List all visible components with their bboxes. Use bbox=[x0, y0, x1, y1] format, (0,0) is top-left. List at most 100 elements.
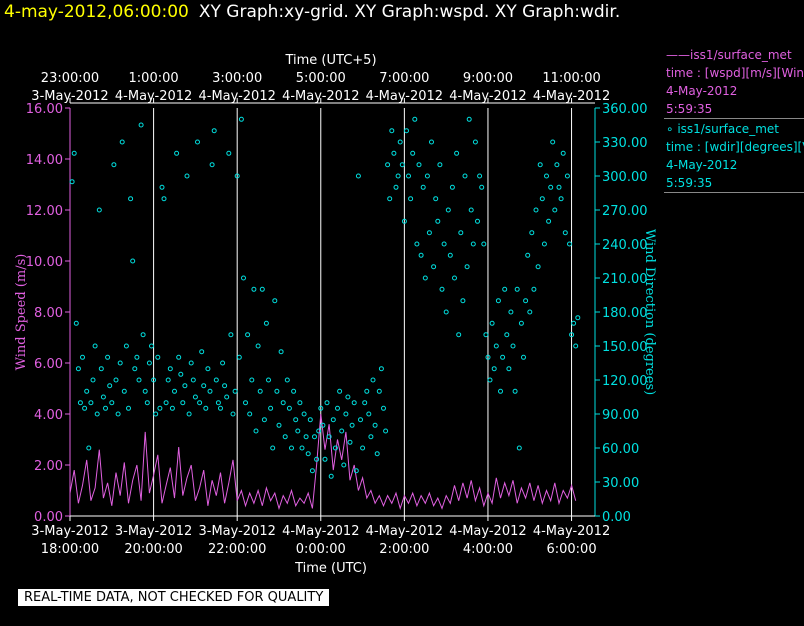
wind-direction-point bbox=[199, 349, 205, 355]
wind-direction-point bbox=[207, 388, 213, 394]
wind-direction-point bbox=[422, 275, 428, 281]
x-tick-date-top: 4-May-2012 bbox=[366, 89, 443, 104]
wind-direction-point bbox=[90, 377, 96, 383]
wind-direction-point bbox=[161, 196, 167, 202]
x-tick-time-top: 5:00:00 bbox=[296, 71, 346, 86]
quality-warning-banner: REAL-TIME DATA, NOT CHECKED FOR QUALITY bbox=[18, 589, 330, 606]
wind-direction-point bbox=[314, 456, 320, 462]
wind-direction-point bbox=[449, 184, 455, 190]
wind-direction-point bbox=[353, 468, 359, 474]
wind-direction-point bbox=[84, 388, 90, 394]
wind-direction-point bbox=[98, 366, 104, 372]
wind-direction-point bbox=[105, 354, 111, 360]
wind-direction-point bbox=[249, 377, 255, 383]
wind-direction-point bbox=[71, 150, 77, 156]
wind-direction-point bbox=[197, 400, 203, 406]
wind-direction-point bbox=[86, 445, 92, 451]
wind-direction-point bbox=[213, 377, 219, 383]
wind-direction-point bbox=[445, 207, 451, 213]
wind-direction-point bbox=[146, 360, 152, 366]
wind-direction-point bbox=[531, 286, 537, 292]
wind-direction-point bbox=[182, 383, 188, 389]
wind-direction-point bbox=[506, 366, 512, 372]
wind-direction-point bbox=[232, 388, 238, 394]
wind-direction-point bbox=[132, 366, 138, 372]
x-tick-date-bottom: 4-May-2012 bbox=[533, 524, 610, 539]
wind-direction-point bbox=[201, 383, 207, 389]
wind-direction-point bbox=[184, 173, 190, 179]
wind-direction-point bbox=[188, 360, 194, 366]
x-tick-time-bottom: 2:00:00 bbox=[379, 542, 429, 557]
wind-direction-point bbox=[535, 264, 541, 270]
wind-direction-point bbox=[234, 173, 240, 179]
wind-direction-point bbox=[276, 422, 282, 428]
wind-direction-point bbox=[247, 411, 253, 417]
wind-direction-point bbox=[320, 422, 326, 428]
x-tick-time-bottom: 4:00:00 bbox=[463, 542, 513, 557]
wind-direction-point bbox=[529, 230, 535, 236]
wind-direction-point bbox=[128, 196, 134, 202]
wind-direction-point bbox=[347, 439, 353, 445]
wind-direction-point bbox=[316, 428, 322, 434]
x-tick-date-top: 4-May-2012 bbox=[198, 89, 275, 104]
wind-direction-point bbox=[562, 230, 568, 236]
wind-direction-point bbox=[368, 434, 374, 440]
legend-wind-speed: ——iss1/surface_met time : [wspd][m/s][Wi… bbox=[666, 46, 804, 118]
legend-wspd-time: 5:59:35 bbox=[666, 102, 713, 116]
wind-direction-point bbox=[339, 428, 345, 434]
wind-direction-point bbox=[569, 332, 575, 338]
wind-direction-point bbox=[253, 428, 259, 434]
wind-direction-point bbox=[558, 196, 564, 202]
wind-direction-point bbox=[462, 173, 468, 179]
wind-direction-point bbox=[77, 400, 83, 406]
wind-direction-point bbox=[82, 405, 88, 411]
wind-direction-point bbox=[123, 343, 129, 349]
wind-direction-point bbox=[349, 422, 355, 428]
wind-direction-point bbox=[167, 366, 173, 372]
wind-direction-point bbox=[395, 173, 401, 179]
wind-direction-point bbox=[73, 320, 79, 326]
wind-direction-point bbox=[560, 150, 566, 156]
y-tick-label-right: 300.00 bbox=[602, 170, 648, 185]
wind-direction-point bbox=[280, 400, 286, 406]
wind-direction-point bbox=[481, 241, 487, 247]
y-tick-label-left: 0.00 bbox=[34, 510, 63, 525]
x-tick-time-bottom: 0:00:00 bbox=[296, 542, 346, 557]
wind-direction-point bbox=[502, 286, 508, 292]
wind-direction-point bbox=[259, 286, 265, 292]
wind-direction-point bbox=[516, 445, 522, 451]
wind-direction-point bbox=[351, 400, 357, 406]
legend-wdir-variable: time : [wdir][degrees][V bbox=[666, 140, 804, 154]
y-tick-label-right: 90.00 bbox=[602, 408, 639, 423]
wind-direction-point bbox=[470, 241, 476, 247]
wind-direction-point bbox=[537, 162, 543, 168]
x-tick-date-bottom: 4-May-2012 bbox=[282, 524, 359, 539]
wind-direction-point bbox=[358, 417, 363, 423]
wind-direction-point bbox=[401, 218, 407, 224]
wind-direction-point bbox=[295, 428, 301, 434]
wind-direction-point bbox=[504, 332, 510, 338]
wind-direction-point bbox=[107, 383, 113, 389]
wind-direction-point bbox=[521, 354, 526, 360]
wind-direction-point bbox=[341, 462, 347, 468]
wind-direction-point bbox=[157, 405, 163, 411]
wind-direction-point bbox=[274, 388, 280, 394]
x-tick-date-bottom: 4-May-2012 bbox=[449, 524, 526, 539]
wind-direction-point bbox=[437, 162, 443, 168]
wind-direction-point bbox=[263, 320, 269, 326]
y-tick-label-right: 270.00 bbox=[602, 204, 648, 219]
wind-direction-point bbox=[343, 411, 349, 417]
wind-direction-point bbox=[372, 422, 378, 428]
wind-direction-point bbox=[119, 139, 125, 145]
wind-direction-point bbox=[458, 230, 464, 236]
wind-direction-point bbox=[539, 196, 545, 202]
wind-direction-point bbox=[268, 405, 274, 411]
wind-direction-point bbox=[381, 405, 386, 411]
wind-direction-point bbox=[335, 405, 340, 411]
wind-direction-point bbox=[270, 445, 276, 451]
wind-direction-point bbox=[209, 162, 215, 168]
y-tick-label-right: 240.00 bbox=[602, 238, 648, 253]
y-tick-label-left: 2.00 bbox=[34, 459, 63, 474]
wind-direction-point bbox=[472, 139, 478, 145]
